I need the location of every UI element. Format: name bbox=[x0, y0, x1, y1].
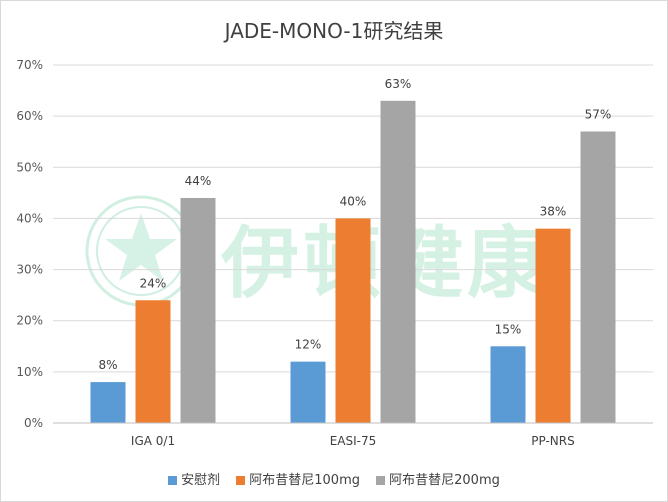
legend-swatch-dose100 bbox=[236, 476, 246, 485]
data-label: 44% bbox=[185, 174, 212, 188]
y-tick-label: 30% bbox=[16, 263, 43, 277]
chart-title: JADE-MONO-1研究结果 bbox=[224, 19, 444, 43]
data-label: 15% bbox=[495, 322, 522, 336]
y-tick-label: 0% bbox=[24, 416, 43, 430]
x-tick-label: PP-NRS bbox=[531, 434, 574, 448]
legend-swatch-placebo bbox=[168, 476, 178, 485]
bar-chart: 0% 10% 20% 30% 40% 50% 60% 70% 8% 24% 44% IGA 0/1 12… bbox=[16, 58, 653, 448]
x-tick-label: IGA 0/1 bbox=[131, 434, 175, 448]
data-label: 12% bbox=[295, 338, 322, 352]
bar-dose200 bbox=[380, 100, 416, 424]
y-tick-label: 70% bbox=[16, 58, 43, 72]
legend-label-dose100: 阿布昔替尼100mg bbox=[249, 473, 360, 488]
y-tick-label: 10% bbox=[16, 365, 43, 379]
bar-placebo bbox=[290, 361, 326, 423]
data-label: 40% bbox=[340, 194, 367, 208]
x-tick-label: EASI-75 bbox=[330, 434, 377, 448]
bar-dose200 bbox=[580, 131, 616, 423]
y-tick-label: 50% bbox=[16, 160, 43, 174]
data-label: 8% bbox=[98, 358, 117, 372]
data-label: 63% bbox=[385, 77, 412, 91]
legend-swatch-dose200 bbox=[376, 476, 386, 485]
bar-placebo bbox=[490, 346, 526, 423]
bar-placebo bbox=[90, 382, 126, 423]
data-label: 38% bbox=[540, 205, 567, 219]
data-label: 57% bbox=[585, 107, 612, 121]
legend-label-placebo: 安慰剂 bbox=[181, 473, 221, 488]
legend-item-dose100: 阿布昔替尼100mg bbox=[236, 469, 360, 488]
y-tick-label: 40% bbox=[16, 211, 43, 225]
legend: 安慰剂 阿布昔替尼100mg 阿布昔替尼200mg bbox=[1, 469, 667, 488]
legend-item-placebo: 安慰剂 bbox=[168, 469, 220, 488]
y-tick-label: 60% bbox=[16, 109, 43, 123]
y-tick-label: 20% bbox=[16, 314, 43, 328]
legend-label-dose200: 阿布昔替尼200mg bbox=[389, 473, 500, 488]
bar-dose200 bbox=[180, 197, 216, 423]
bar-dose100 bbox=[135, 300, 171, 423]
bar-dose100 bbox=[335, 218, 371, 423]
data-label: 24% bbox=[140, 276, 167, 290]
legend-item-dose200: 阿布昔替尼200mg bbox=[376, 469, 500, 488]
bar-dose100 bbox=[535, 228, 571, 423]
